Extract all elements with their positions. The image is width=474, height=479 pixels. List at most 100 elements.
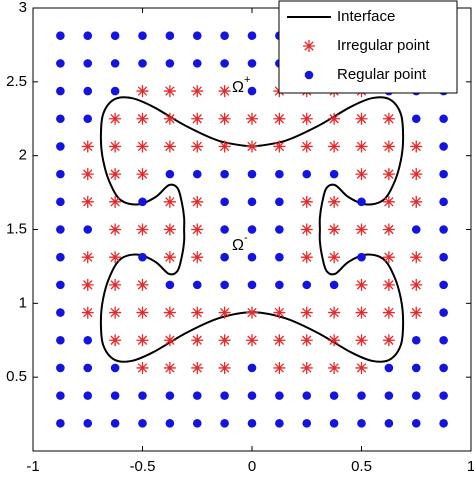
legend-dot	[304, 70, 314, 80]
regular-point	[192, 169, 202, 179]
irregular-point	[109, 195, 122, 208]
regular-point	[411, 114, 421, 124]
regular-point	[275, 197, 284, 207]
regular-point	[302, 280, 312, 290]
irregular-point	[328, 306, 341, 319]
irregular-point	[410, 278, 423, 291]
legend-label: Regular point	[337, 66, 427, 83]
irregular-point	[191, 140, 204, 153]
irregular-point	[136, 334, 149, 347]
irregular-point	[382, 306, 395, 319]
irregular-point	[246, 112, 258, 125]
irregular-point	[191, 223, 204, 236]
regular-point	[56, 86, 65, 96]
regular-point	[247, 419, 257, 428]
regular-point	[247, 197, 257, 207]
regular-point	[83, 335, 93, 345]
regular-point	[192, 31, 202, 40]
irregular-point	[355, 223, 368, 236]
regular-point	[220, 280, 229, 290]
irregular-point	[109, 112, 122, 125]
regular-point	[357, 197, 366, 207]
regular-point	[329, 419, 339, 428]
regular-point	[439, 197, 448, 207]
regular-point	[110, 363, 120, 373]
irregular-point	[136, 278, 149, 291]
regular-point	[329, 169, 339, 179]
y-tick-label: 3	[19, 0, 27, 16]
regular-point	[247, 252, 257, 262]
regular-point	[56, 197, 65, 207]
legend-star	[303, 40, 315, 52]
regular-point	[247, 280, 257, 290]
plot-area	[32, 7, 472, 452]
irregular-point	[109, 168, 122, 181]
regular-point	[439, 225, 448, 234]
irregular-point	[382, 112, 395, 125]
irregular-point	[328, 334, 341, 347]
irregular-point	[273, 361, 286, 374]
regular-point	[411, 363, 421, 373]
irregular-point	[218, 306, 231, 319]
x-tick-label: -0.5	[130, 458, 156, 474]
irregular-point	[136, 306, 149, 319]
irregular-point	[246, 306, 258, 319]
regular-point	[439, 335, 448, 345]
regular-point	[110, 86, 120, 96]
regular-point	[247, 31, 257, 40]
regular-point	[275, 252, 284, 262]
irregular-point	[300, 140, 313, 153]
y-tick-label: 1	[19, 294, 27, 311]
irregular-point	[382, 334, 395, 347]
regular-point	[192, 391, 202, 400]
regular-point	[411, 225, 421, 234]
regular-point	[165, 391, 175, 400]
irregular-point	[163, 306, 176, 319]
irregular-point	[191, 112, 204, 125]
regular-point	[220, 252, 229, 262]
regular-point	[302, 419, 312, 428]
irregular-point	[163, 85, 176, 98]
irregular-point	[273, 306, 286, 319]
annotation-superscript: +	[244, 74, 250, 86]
irregular-point	[273, 112, 286, 125]
regular-point	[165, 59, 175, 68]
regular-point	[138, 31, 147, 40]
irregular-point	[136, 112, 149, 125]
regular-point	[247, 391, 257, 400]
regular-point	[439, 419, 448, 428]
irregular-point	[328, 251, 341, 264]
irregular-point	[410, 168, 423, 181]
irregular-point	[163, 361, 176, 374]
x-tick-label: -1	[26, 458, 39, 474]
irregular-point	[382, 195, 395, 208]
irregular-point	[355, 168, 368, 181]
legend-label: Irregular point	[337, 37, 430, 54]
regular-point	[275, 391, 284, 400]
irregular-point	[328, 112, 341, 125]
regular-point	[220, 59, 229, 68]
regular-point	[138, 419, 147, 428]
regular-point	[439, 391, 448, 400]
irregular-point	[81, 278, 94, 291]
regular-point	[83, 59, 93, 68]
regular-point	[357, 252, 366, 262]
irregular-point	[382, 251, 395, 264]
regular-point	[302, 169, 312, 179]
irregular-point	[300, 251, 313, 264]
regular-point	[192, 280, 202, 290]
irregular-point	[355, 140, 368, 153]
irregular-point	[382, 278, 395, 291]
regular-point	[138, 391, 147, 400]
irregular-point	[300, 223, 313, 236]
axes-frame	[32, 7, 472, 452]
regular-point	[357, 391, 366, 400]
regular-point	[165, 169, 175, 179]
regular-point	[165, 280, 175, 290]
irregular-point	[109, 223, 122, 236]
irregular-point	[328, 223, 341, 236]
irregular-point	[273, 334, 286, 347]
regular-point	[329, 280, 339, 290]
irregular-point	[355, 361, 368, 374]
regular-point	[165, 419, 175, 428]
